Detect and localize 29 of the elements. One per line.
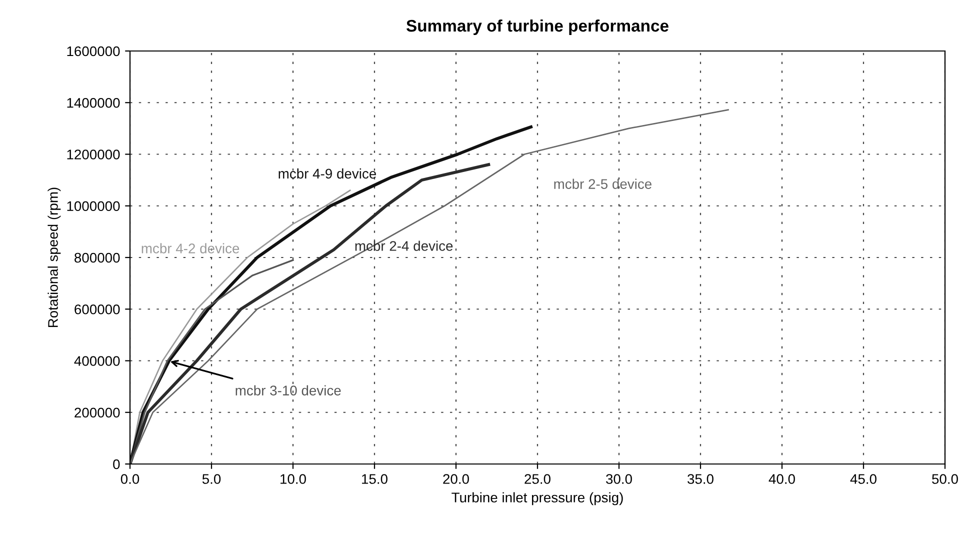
x-tick-label: 45.0: [850, 474, 876, 484]
x-tick-label: 5.0: [202, 474, 221, 484]
y-tick-label: 1200000: [67, 150, 120, 160]
line-series: [130, 109, 729, 464]
line-series: [130, 163, 490, 464]
y-tick-label: 1000000: [67, 201, 120, 212]
y-tick-label: 0: [113, 459, 120, 470]
series-label: mcbr 4-9 device: [278, 168, 376, 179]
x-tick-label: 30.0: [606, 474, 632, 484]
x-tick-label: 50.0: [932, 474, 958, 484]
y-tick-label: 1600000: [67, 46, 120, 56]
x-tick-label: 15.0: [362, 474, 388, 484]
chart-title: Summary of turbine performance: [406, 19, 668, 36]
x-tick-label: 10.0: [280, 474, 306, 484]
x-tick-label: 0.0: [120, 474, 140, 484]
x-axis-title: Turbine inlet pressure (psig): [452, 492, 623, 506]
y-axis-title: Rotational speed (rpm): [48, 188, 61, 327]
series-label: mcbr 4-2 device: [142, 243, 240, 254]
y-tick-label: 400000: [74, 356, 120, 366]
x-tick-label: 40.0: [768, 474, 795, 484]
y-tick-label: 1400000: [67, 98, 120, 108]
y-tick-label: 200000: [74, 408, 120, 418]
text: mcbr 2-5 device: [554, 178, 652, 189]
x-tick-label: 35.0: [688, 474, 714, 484]
text: mcbr 3-10 device: [236, 385, 341, 396]
x-tick-label: 20.0: [443, 474, 469, 484]
y-tick-label: 800000: [74, 252, 120, 263]
y-tick-label: 600000: [74, 304, 120, 314]
x-tick-label: 25.0: [524, 474, 550, 484]
